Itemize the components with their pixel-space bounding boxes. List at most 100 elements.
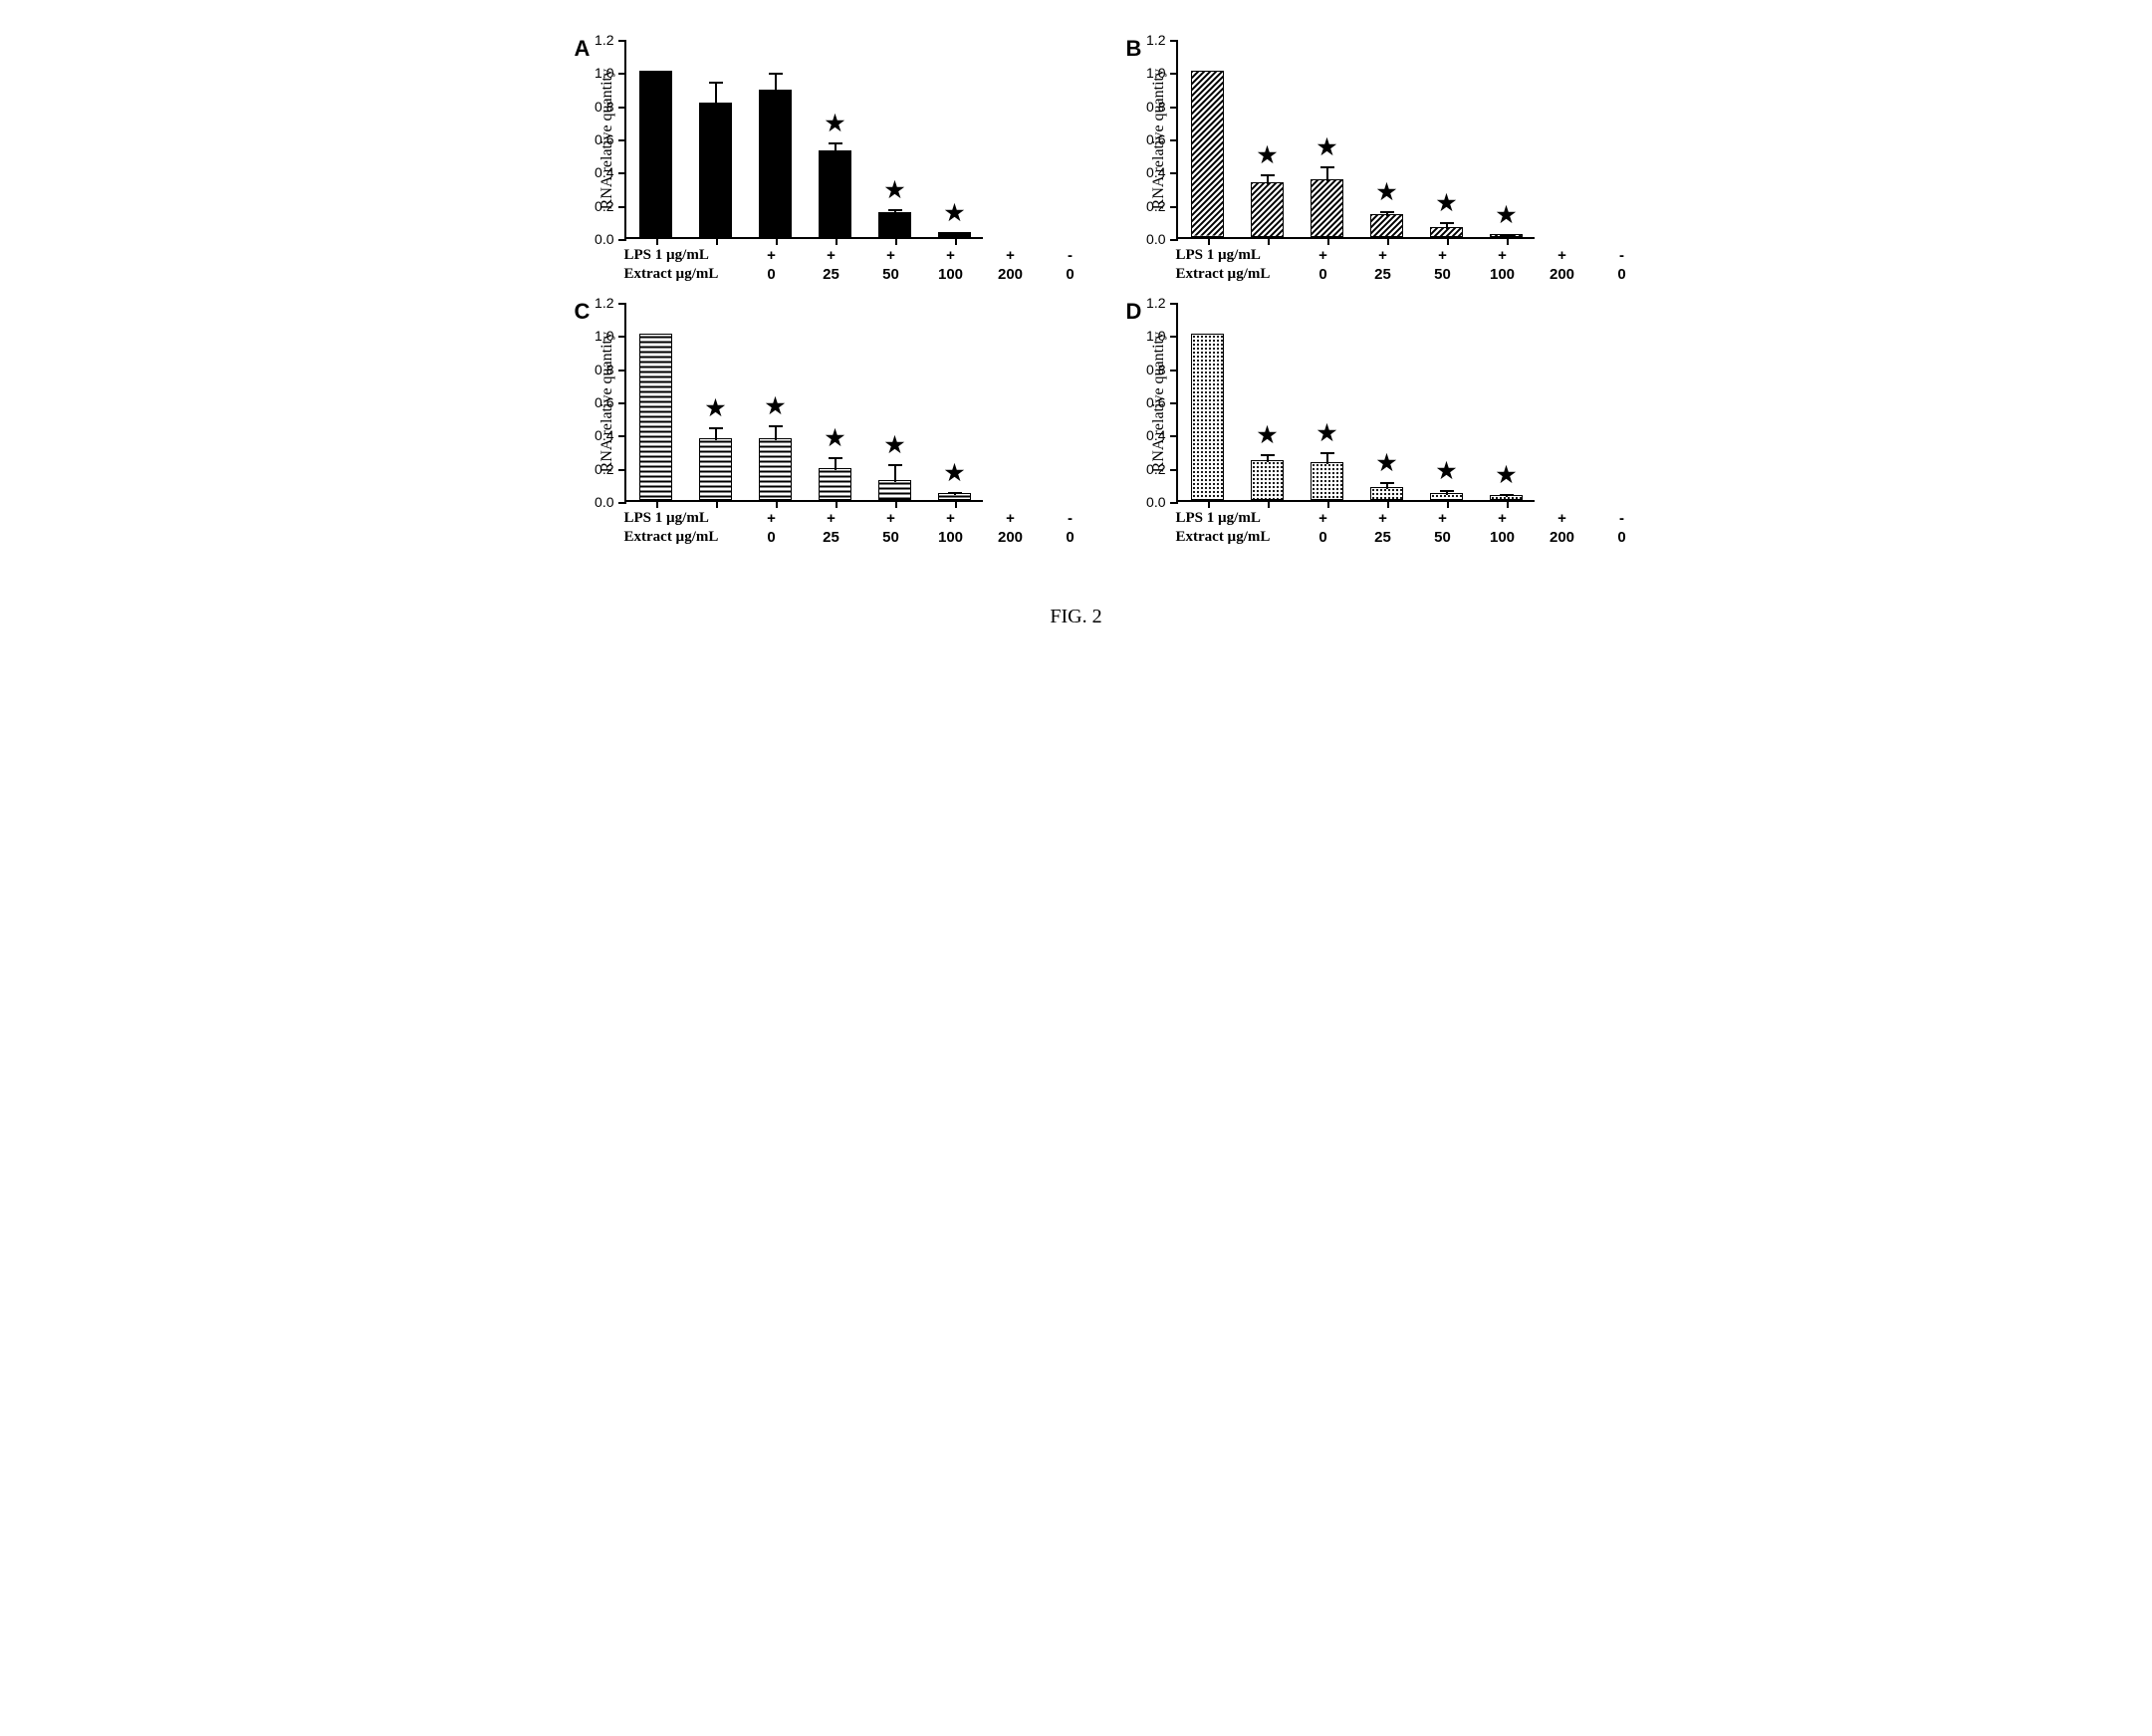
bar-pattern <box>879 481 910 499</box>
x-cell: + <box>1473 510 1533 527</box>
bar <box>1251 182 1284 237</box>
x-tick <box>1507 500 1509 508</box>
x-tick <box>776 500 778 508</box>
x-tick <box>1447 500 1449 508</box>
plot-area: 0.00.20.40.60.81.01.2★★★★★ <box>1176 40 1535 239</box>
plot-area: 0.00.20.40.60.81.01.2★★★★★ <box>624 303 983 502</box>
panel-letter: D <box>1126 299 1142 325</box>
y-tick-label: 0.2 <box>1146 198 1165 214</box>
y-tick-label: 0.4 <box>1146 164 1165 180</box>
bar-pattern <box>1371 215 1402 236</box>
x-tick <box>955 237 957 245</box>
x-cell: 100 <box>1473 266 1533 283</box>
bar-pattern <box>1192 72 1223 236</box>
x-cell: + <box>861 510 921 527</box>
bar <box>639 71 672 237</box>
x-cell: 0 <box>742 266 802 283</box>
bar <box>1311 462 1343 500</box>
x-row-cells: +++++- <box>742 247 1100 264</box>
x-cell: + <box>1353 510 1413 527</box>
y-tick <box>618 435 626 437</box>
y-tick <box>618 502 626 504</box>
y-tick-label: 1.2 <box>1146 295 1165 311</box>
significance-star: ★ <box>1317 134 1337 160</box>
x-row-label: LPS 1 µg/mL <box>624 510 742 527</box>
bar <box>1191 334 1224 500</box>
plot-wrap: RNA relative quantity0.00.20.40.60.81.01… <box>597 303 1100 502</box>
significance-star: ★ <box>1258 422 1278 448</box>
x-cell: 200 <box>981 529 1041 546</box>
bar <box>639 334 672 500</box>
significance-star: ★ <box>1437 190 1457 216</box>
x-label-block: LPS 1 µg/mL+++++-Extract µg/mL0255010020… <box>1176 247 1652 283</box>
bar <box>1191 71 1224 237</box>
error-cap <box>888 209 902 211</box>
x-cell: + <box>921 510 981 527</box>
figure-2: ARNA relative quantity0.00.20.40.60.81.0… <box>579 40 1574 628</box>
bar-pattern <box>760 439 791 499</box>
x-tick <box>656 500 658 508</box>
error-bar <box>894 464 896 482</box>
panel-letter: A <box>575 36 591 62</box>
y-tick-label: 0.8 <box>1146 362 1165 377</box>
panel-D: DRNA relative quantity0.00.20.40.60.81.0… <box>1130 303 1652 546</box>
figure-caption: FIG. 2 <box>579 606 1574 628</box>
y-tick-label: 0.2 <box>1146 461 1165 477</box>
bar-pattern <box>1312 180 1342 236</box>
x-row-cells: +++++- <box>742 510 1100 527</box>
x-tick <box>1208 237 1210 245</box>
x-cell: - <box>1041 247 1100 264</box>
x-cell: + <box>981 247 1041 264</box>
x-cell: + <box>802 510 861 527</box>
y-tick-label: 0.0 <box>595 231 613 247</box>
y-tick <box>1170 469 1178 471</box>
x-row-cells: 025501002000 <box>1294 266 1652 283</box>
y-tick <box>618 206 626 208</box>
y-tick <box>618 107 626 109</box>
bar <box>819 150 851 237</box>
error-bar <box>1326 166 1328 181</box>
x-tick <box>716 237 718 245</box>
y-tick-label: 0.4 <box>595 164 613 180</box>
x-row-label: Extract µg/mL <box>1176 529 1294 546</box>
x-cell: - <box>1592 247 1652 264</box>
x-cell: - <box>1592 510 1652 527</box>
y-tick <box>618 370 626 372</box>
significance-star: ★ <box>1317 420 1337 446</box>
error-cap <box>1440 490 1454 492</box>
error-cap <box>1380 482 1394 484</box>
x-row-label: LPS 1 µg/mL <box>624 247 742 264</box>
x-label-row-extract: Extract µg/mL025501002000 <box>624 529 1100 546</box>
panel-letter: C <box>575 299 591 325</box>
error-cap <box>1261 174 1275 176</box>
significance-star: ★ <box>706 395 726 421</box>
y-tick-label: 0.6 <box>595 131 613 147</box>
x-cell: 100 <box>921 266 981 283</box>
x-cell: 50 <box>1413 266 1473 283</box>
y-tick-label: 1.2 <box>1146 32 1165 48</box>
y-tick <box>618 303 626 305</box>
x-cell: 50 <box>861 529 921 546</box>
error-bar <box>715 82 717 105</box>
x-row-label: Extract µg/mL <box>624 529 742 546</box>
x-tick <box>1268 237 1270 245</box>
y-tick-label: 1.0 <box>595 65 613 81</box>
error-cap <box>769 425 783 427</box>
y-tick <box>618 239 626 241</box>
x-tick <box>776 237 778 245</box>
y-tick-label: 0.2 <box>595 461 613 477</box>
significance-star: ★ <box>1497 462 1517 488</box>
y-tick <box>1170 73 1178 75</box>
error-cap <box>948 492 962 494</box>
significance-star: ★ <box>766 393 786 419</box>
x-tick <box>955 500 957 508</box>
x-tick <box>1447 237 1449 245</box>
x-label-row-lps: LPS 1 µg/mL+++++- <box>624 247 1100 264</box>
y-tick-label: 0.4 <box>595 427 613 443</box>
x-cell: 0 <box>1294 266 1353 283</box>
x-row-label: Extract µg/mL <box>624 266 742 283</box>
plot-wrap: RNA relative quantity0.00.20.40.60.81.01… <box>597 40 1100 239</box>
significance-star: ★ <box>945 200 965 226</box>
x-cell: + <box>802 247 861 264</box>
y-tick <box>618 469 626 471</box>
